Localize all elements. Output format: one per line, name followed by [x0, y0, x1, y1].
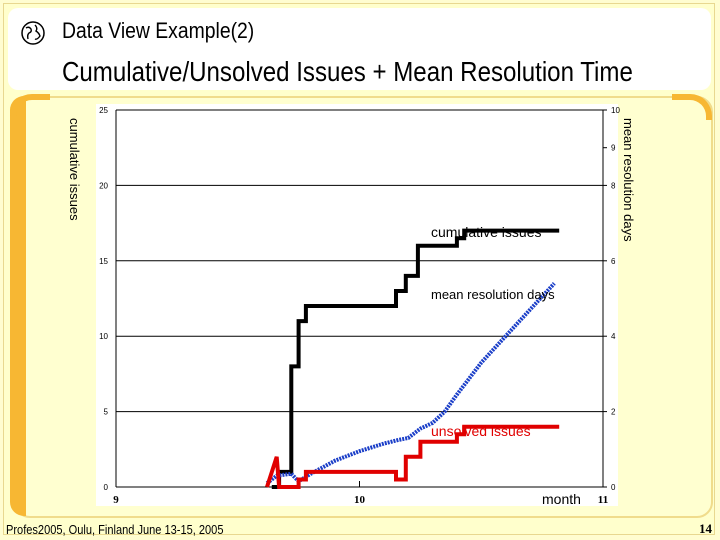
y-axis-label: cumulative issues: [67, 118, 82, 221]
title-bar: [8, 8, 711, 90]
series-label-mean: mean resolution days: [431, 287, 555, 302]
series-line-mean-resolution-days: [265, 282, 556, 485]
page-number: 14: [699, 521, 712, 536]
y2-axis-label: mean resolution days: [621, 118, 636, 242]
series-line-unsolved-issues: [265, 424, 560, 489]
y2-tick-label: 2: [611, 408, 616, 417]
series-line-cumulative-issues: [271, 228, 560, 489]
y-tick-label: 10: [99, 332, 108, 341]
decorative-arc-left: [10, 94, 50, 120]
label-layer: cumulative issues mean resolution days mon…: [67, 118, 636, 507]
series-label-unsolved: unsolved issues: [431, 423, 531, 439]
y-tick-label: 25: [99, 106, 108, 115]
globe-icon: [21, 21, 45, 45]
decorative-tab: [10, 96, 26, 516]
slide-subtitle: Data View Example(2): [62, 18, 255, 43]
y-tick-label: 15: [99, 257, 108, 266]
y-tick-label: 20: [99, 181, 108, 190]
y-tick-label: 5: [104, 408, 109, 417]
page-title: Cumulative/Unsolved Issues + Mean Resolu…: [62, 56, 633, 87]
y2-tick-label: 9: [611, 144, 616, 153]
footer-text: Profes2005, Oulu, Finland June 13-15, 20…: [6, 522, 224, 537]
y2-tick-label: 0: [611, 483, 616, 492]
y2-tick-label: 4: [611, 332, 616, 341]
y2-tick-label: 8: [611, 181, 616, 190]
y-tick-label: 0: [104, 483, 109, 492]
y2-tick-label: 10: [611, 106, 620, 115]
series-layer: [265, 228, 560, 489]
series-label-cumulative: cumulative issues: [431, 224, 542, 240]
axis-layer: 0 5 10 15 20 25 0 2 4 6 8 9 10 9 10 11: [99, 106, 620, 506]
x-axis-label: month: [542, 491, 581, 507]
x-tick-label: 9: [113, 494, 119, 506]
x-tick-label: 11: [598, 494, 608, 506]
x-tick-label: 10: [354, 494, 366, 506]
y2-tick-label: 6: [611, 257, 616, 266]
decorative-arc-right: [672, 94, 712, 120]
